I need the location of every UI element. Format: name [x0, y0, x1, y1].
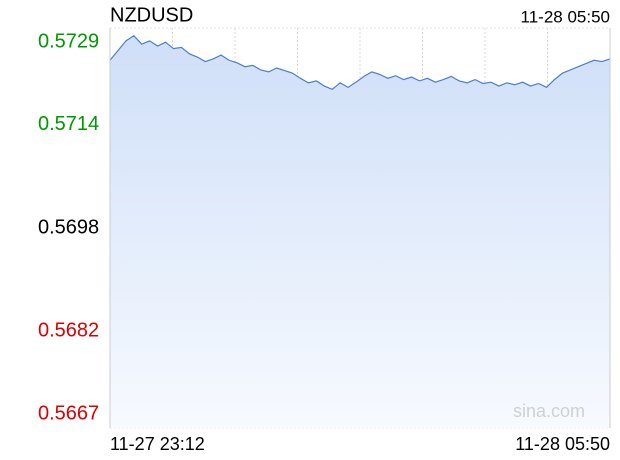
price-line: [109, 34, 611, 90]
y-tick-label: 0.5667: [38, 402, 99, 424]
y-tick-label: 0.5698: [38, 216, 99, 238]
chart-title: NZDUSD: [110, 4, 193, 26]
watermark: sina.com: [513, 401, 585, 421]
area: [110, 35, 610, 429]
x-tick-label: 11-27 23:12: [110, 434, 205, 454]
time: 11-28 05:50: [521, 7, 610, 26]
y-tick-label: 0.5682: [38, 320, 99, 342]
y-tick-label: 0.5729: [38, 30, 99, 52]
y-tick-label: 0.5714: [38, 113, 99, 135]
x-tick-label: 11-28 05:50: [515, 434, 610, 454]
